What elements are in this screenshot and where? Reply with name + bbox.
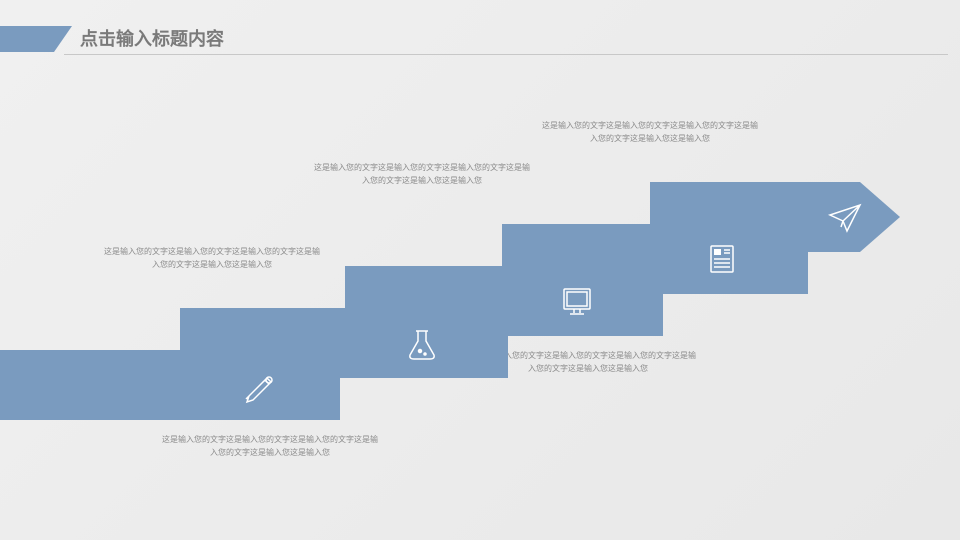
pencil-icon	[240, 365, 280, 405]
document-icon	[702, 239, 742, 279]
step-caption-1: 这是输入您的文字这是输入您的文字这是输入您的文字这是输入您的文字这是输入您这是输…	[160, 434, 380, 460]
step-bar	[0, 350, 340, 420]
step-caption-3: 这是输入您的文字这是输入您的文字这是输入您的文字这是输入您的文字这是输入您这是输…	[478, 350, 698, 376]
flask-icon	[402, 323, 442, 363]
step-caption-4: 这是输入您的文字这是输入您的文字这是输入您的文字这是输入您的文字这是输入您这是输…	[312, 162, 532, 188]
plane-icon	[825, 197, 865, 237]
staircase-diagram: 这是输入您的文字这是输入您的文字这是输入您的文字这是输入您的文字这是输入您这是输…	[0, 0, 960, 540]
step-caption-5: 这是输入您的文字这是输入您的文字这是输入您的文字这是输入您的文字这是输入您这是输…	[540, 120, 760, 146]
step-caption-2: 这是输入您的文字这是输入您的文字这是输入您的文字这是输入您的文字这是输入您这是输…	[102, 246, 322, 272]
monitor-icon	[557, 281, 597, 321]
arrow-head	[860, 182, 900, 252]
